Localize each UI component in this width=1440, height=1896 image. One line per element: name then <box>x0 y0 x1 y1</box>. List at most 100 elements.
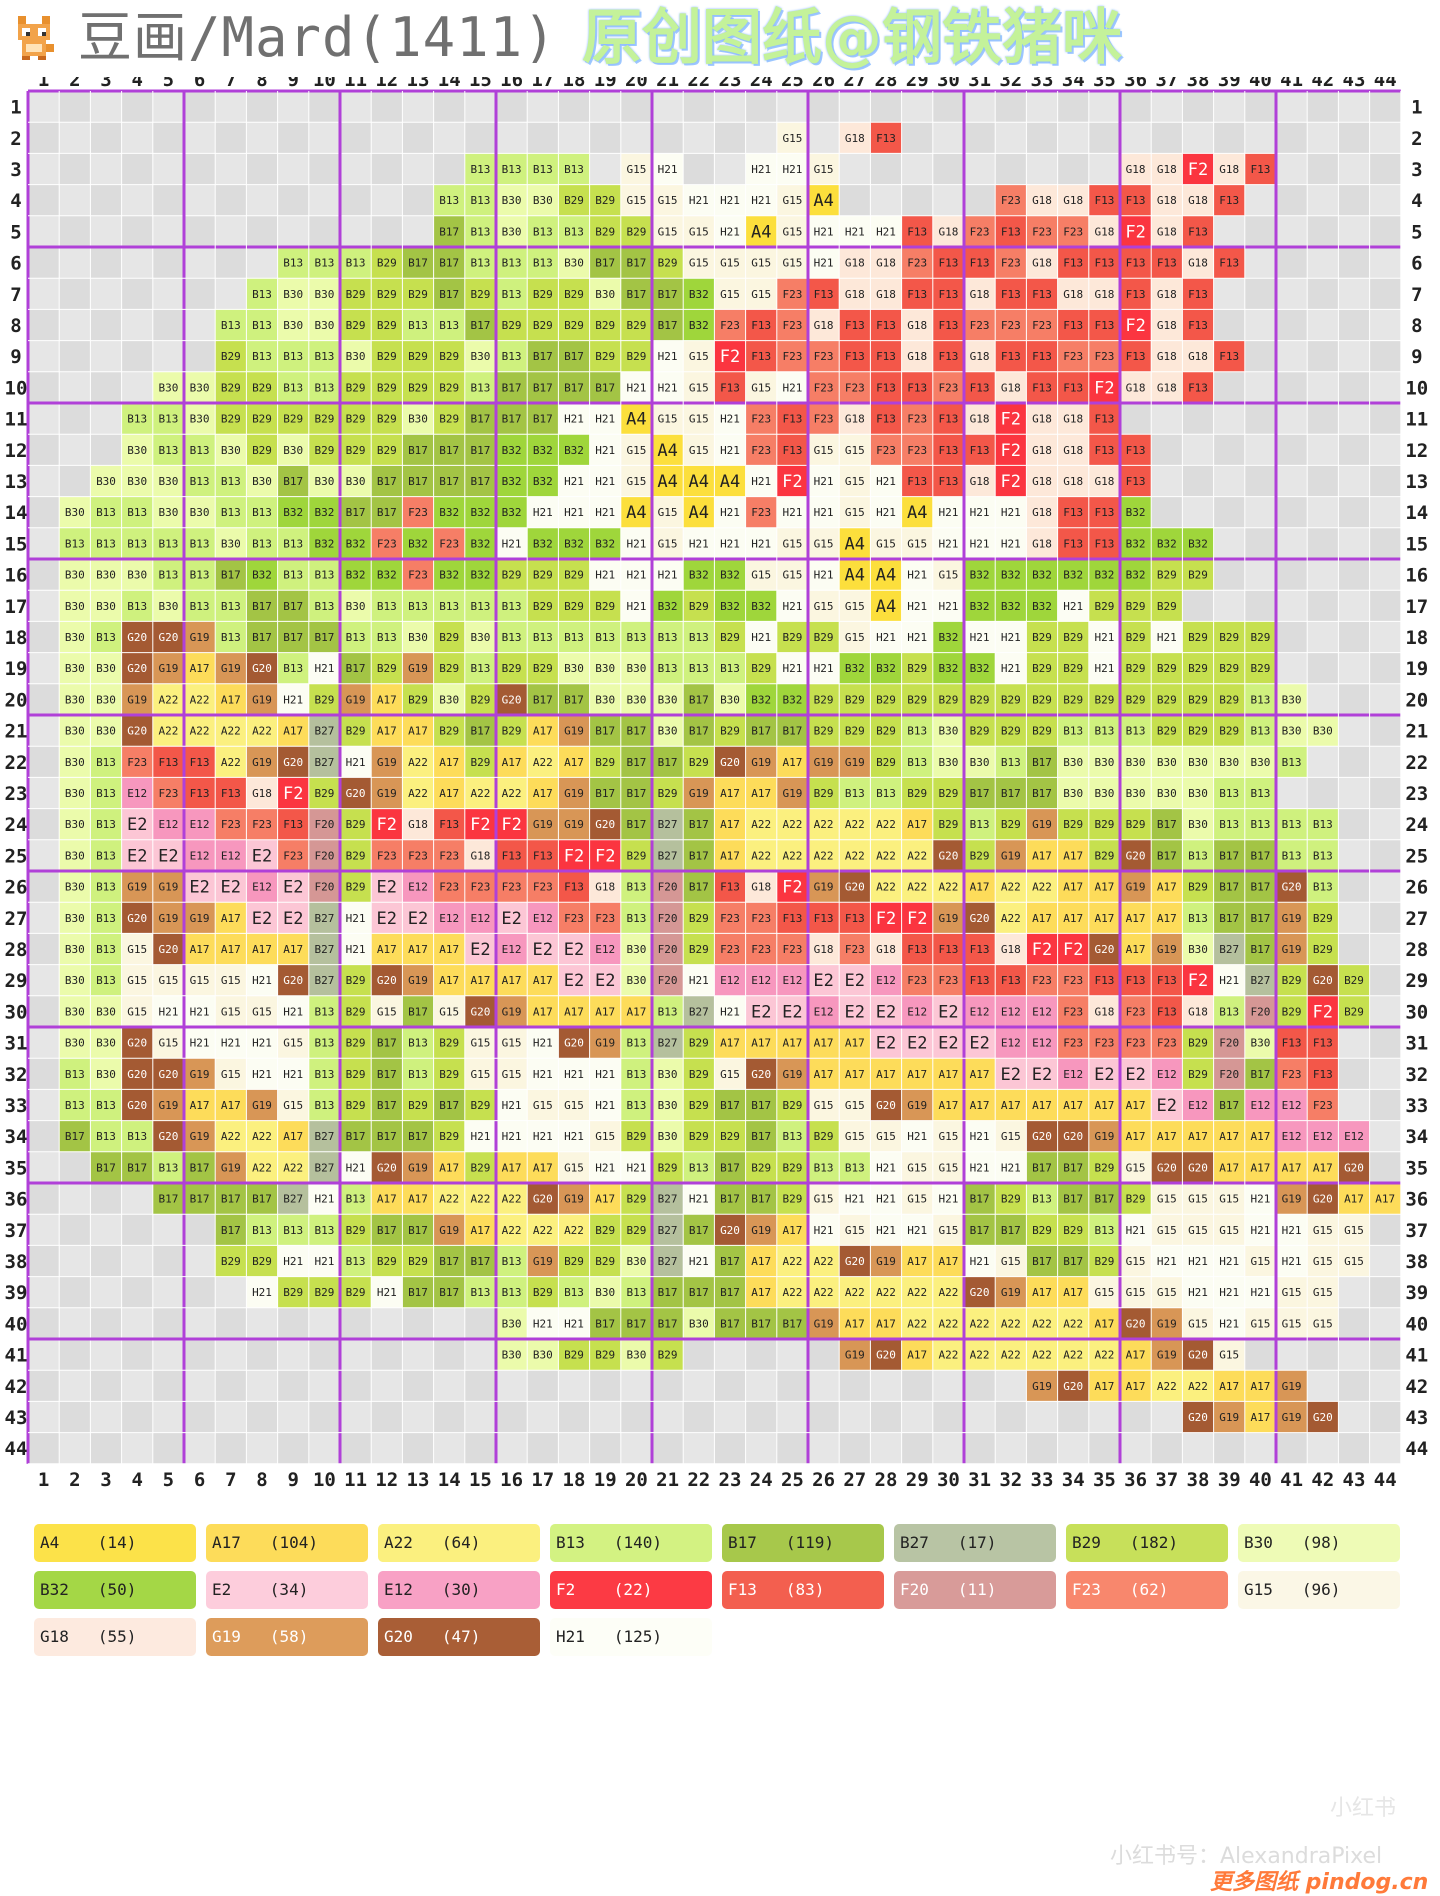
bead-code: A22 <box>564 1224 584 1237</box>
empty-cell <box>28 527 60 559</box>
bead-code: F2 <box>1032 940 1052 960</box>
bead-code: F13 <box>845 350 865 363</box>
bead-code: B29 <box>221 350 241 363</box>
legend-code: G15 <box>1244 1580 1273 1599</box>
bead-code: A17 <box>1094 912 1114 925</box>
bead-code: B17 <box>377 1099 397 1112</box>
legend-code: B29 <box>1072 1533 1101 1552</box>
bead-code: G15 <box>1219 1349 1239 1362</box>
bead-code: A22 <box>782 1255 802 1268</box>
row-number-right: 14 <box>1405 502 1428 524</box>
empty-cell <box>1369 1370 1401 1402</box>
empty-cell <box>28 1089 60 1121</box>
bead-code: G18 <box>1063 475 1083 488</box>
row-number-left: 34 <box>5 1126 28 1148</box>
bead-code: A17 <box>190 943 210 956</box>
bead-code: A17 <box>626 1005 646 1018</box>
bead-code: E12 <box>970 1005 990 1018</box>
bead-code: B32 <box>689 288 709 301</box>
bead-code: B30 <box>158 506 178 519</box>
bead-code: B32 <box>564 537 584 550</box>
bead-code: B32 <box>346 569 366 582</box>
bead-code: G19 <box>595 1037 615 1050</box>
bead-code: H21 <box>751 537 771 550</box>
bead-code: B32 <box>1063 569 1083 582</box>
bead-code: B32 <box>439 506 459 519</box>
bead-code: G15 <box>720 257 740 270</box>
bead-code: B17 <box>689 725 709 738</box>
bead-code: F20 <box>314 818 334 831</box>
bead-code: B30 <box>595 693 615 706</box>
empty-cell <box>184 1245 216 1277</box>
empty-cell <box>90 278 122 310</box>
bead-code: A17 <box>1063 881 1083 894</box>
bead-code: G18 <box>1032 537 1052 550</box>
bead-code: B27 <box>314 912 334 925</box>
bead-code: G18 <box>814 943 834 956</box>
bead-code: H21 <box>938 600 958 613</box>
col-number-bottom: 4 <box>131 1469 142 1491</box>
bead-code: B17 <box>626 818 646 831</box>
bead-code: H21 <box>1250 1193 1270 1206</box>
bead-code: F23 <box>1094 1037 1114 1050</box>
bead-code: A17 <box>1219 1161 1239 1174</box>
bead-code: A17 <box>1344 1193 1364 1206</box>
bead-code: B29 <box>1157 662 1177 675</box>
empty-cell <box>121 1183 153 1215</box>
bead-code: B30 <box>626 1255 646 1268</box>
bead-code: B30 <box>502 1317 522 1330</box>
bead-code: F23 <box>782 319 802 332</box>
bead-code: B13 <box>252 506 272 519</box>
bead-code: B29 <box>1063 1224 1083 1237</box>
bead-code: B30 <box>252 475 272 488</box>
bead-code: H21 <box>970 537 990 550</box>
bead-code: H21 <box>502 1130 522 1143</box>
legend-code: B27 <box>900 1533 929 1552</box>
empty-cell <box>277 1339 309 1371</box>
empty-cell <box>308 184 340 216</box>
bead-code: B13 <box>626 1286 646 1299</box>
bead-code: B13 <box>470 1286 490 1299</box>
empty-cell <box>1338 465 1370 497</box>
bead-code: F13 <box>1094 974 1114 987</box>
bead-code: G19 <box>252 693 272 706</box>
bead-code: A22 <box>502 1224 522 1237</box>
bead-code: F23 <box>751 444 771 457</box>
bead-code: B32 <box>658 600 678 613</box>
empty-cell <box>28 902 60 934</box>
bead-code: G15 <box>1126 1255 1146 1268</box>
legend-item-b30: B30 (98) <box>1238 1524 1400 1562</box>
bead-code: B29 <box>1250 662 1270 675</box>
bead-code: H21 <box>564 1068 584 1081</box>
bead-code: F23 <box>533 881 553 894</box>
empty-cell <box>1369 995 1401 1027</box>
bead-code: A22 <box>1063 1349 1083 1362</box>
bead-code: G15 <box>470 1068 490 1081</box>
col-number-top: 30 <box>937 77 960 91</box>
bead-code: G15 <box>720 288 740 301</box>
bead-code: G20 <box>1282 881 1302 894</box>
bead-code: A17 <box>502 974 522 987</box>
empty-cell <box>184 122 216 154</box>
col-number-bottom: 26 <box>812 1469 835 1491</box>
bead-code: E2 <box>377 878 397 898</box>
bead-code: B13 <box>314 1068 334 1081</box>
bead-code: F2 <box>1094 378 1114 398</box>
bead-code: B32 <box>595 537 615 550</box>
bead-code: F13 <box>814 912 834 925</box>
bead-code: B29 <box>845 725 865 738</box>
bead-code: H21 <box>314 1193 334 1206</box>
bead-code: G15 <box>845 631 865 644</box>
bead-code: B29 <box>346 849 366 862</box>
bead-code: B29 <box>751 662 771 675</box>
empty-cell <box>1369 247 1401 279</box>
bead-code: B29 <box>439 631 459 644</box>
row-number-left: 17 <box>5 596 28 618</box>
page-title: 豆画/Mard(1411) <box>78 6 557 69</box>
legend-code: A17 <box>212 1533 241 1552</box>
bead-code: F20 <box>658 912 678 925</box>
bead-code: B32 <box>751 600 771 613</box>
row-number-left: 18 <box>5 627 28 649</box>
bead-code: B27 <box>1219 943 1239 956</box>
bead-code: F2 <box>377 815 397 835</box>
